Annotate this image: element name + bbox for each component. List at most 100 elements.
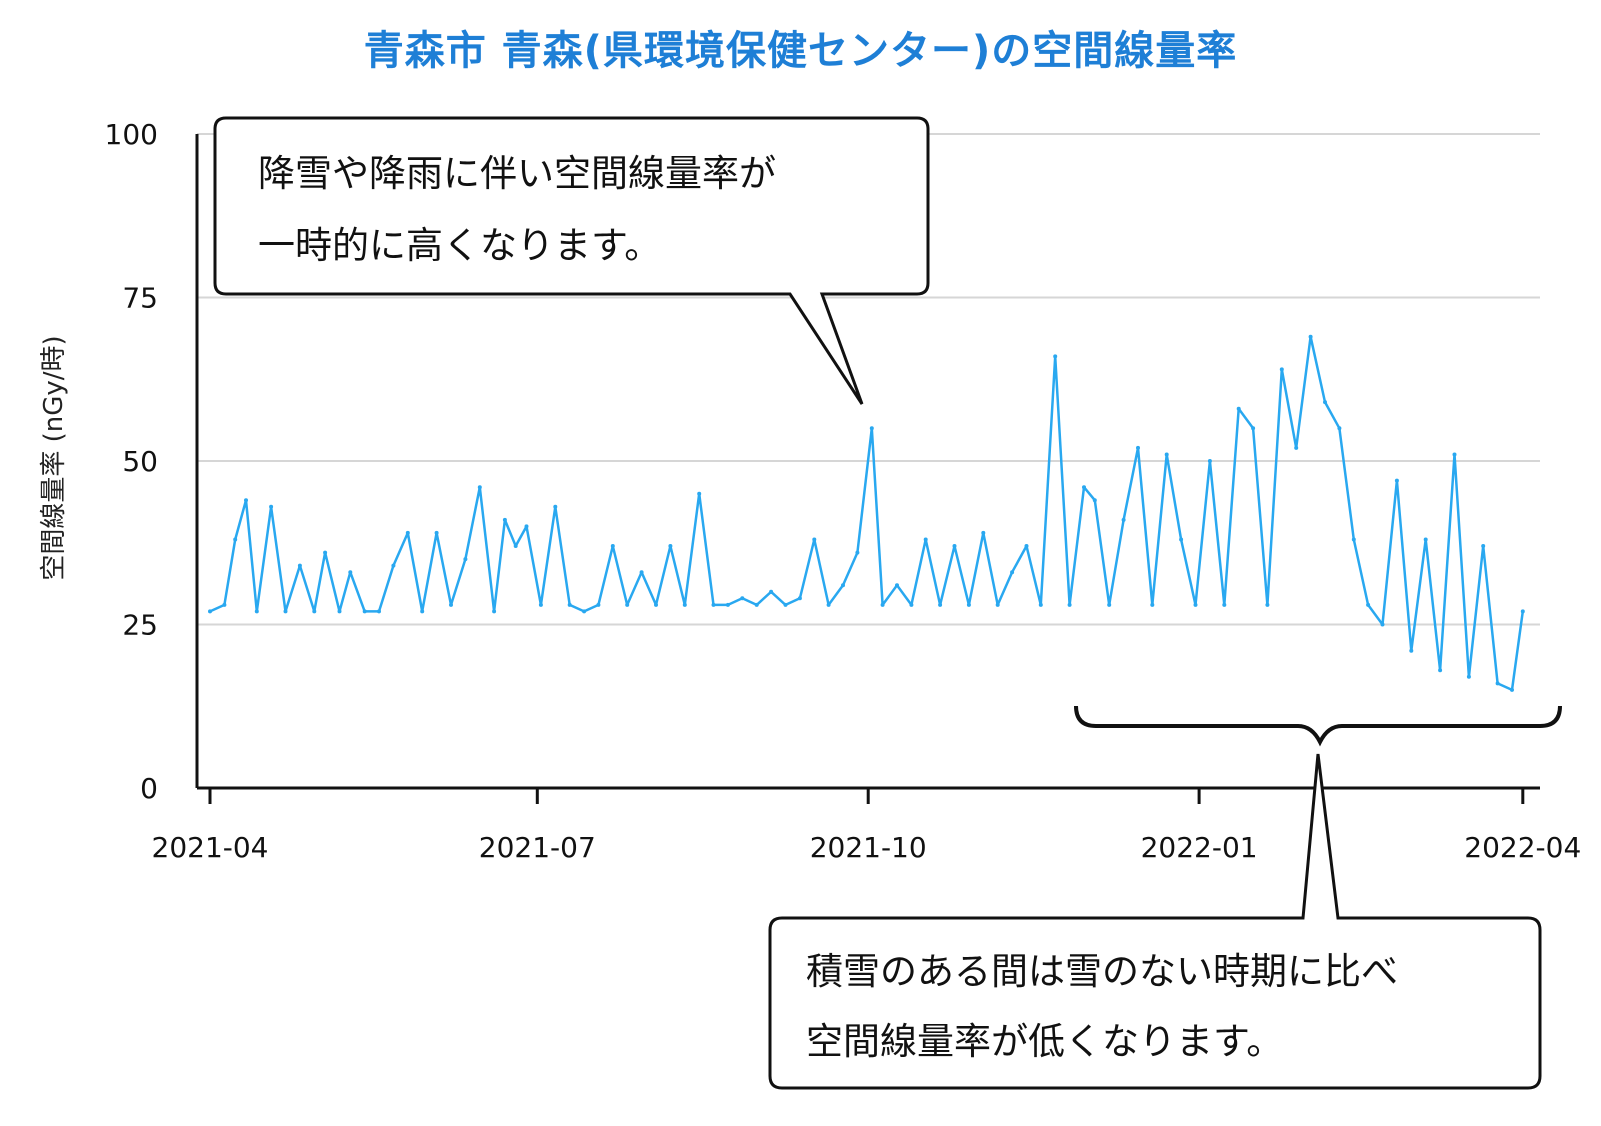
data-point	[625, 602, 630, 607]
data-point	[610, 544, 615, 548]
data-point	[323, 550, 328, 555]
data-point	[938, 602, 943, 607]
data-point	[1366, 602, 1371, 607]
snow-period-brace	[1074, 705, 1562, 747]
callout-rain-line2: 一時的に高くなります。	[258, 224, 661, 267]
callout-rain-line1: 降雪や降雨に伴い空間線量率が	[258, 152, 776, 195]
data-point	[783, 602, 788, 607]
y-tick-label: 25	[122, 609, 158, 642]
data-point	[1452, 452, 1457, 457]
data-point	[312, 609, 317, 614]
data-point	[966, 602, 971, 607]
data-point	[1024, 544, 1029, 548]
data-point	[524, 524, 529, 529]
data-point	[869, 426, 874, 431]
callout-rain: 降雪や降雨に伴い空間線量率が 一時的に高くなります。	[213, 116, 930, 405]
data-point	[233, 537, 238, 542]
data-point	[725, 602, 730, 607]
data-point	[697, 491, 702, 496]
data-point	[826, 602, 831, 607]
data-point	[1279, 367, 1284, 372]
data-point	[405, 530, 410, 535]
data-point	[909, 602, 914, 607]
data-point	[812, 537, 817, 542]
data-point	[769, 589, 774, 594]
data-point	[1251, 426, 1256, 431]
data-point	[1423, 537, 1428, 542]
data-point	[754, 602, 759, 607]
data-point	[1351, 537, 1356, 542]
data-point	[1150, 602, 1155, 607]
data-point	[1265, 602, 1270, 607]
data-point	[1380, 622, 1385, 627]
callout-rain-bubble	[213, 116, 930, 405]
data-point	[1121, 517, 1126, 522]
data-point	[1207, 459, 1212, 463]
data-point	[1481, 544, 1486, 548]
data-point	[1067, 602, 1072, 607]
data-point	[1520, 609, 1525, 614]
x-tick-label: 2022-04	[1464, 831, 1581, 864]
data-point	[1394, 478, 1399, 483]
series-layer	[208, 334, 1525, 692]
y-tick-label: 50	[122, 445, 158, 478]
data-point	[1438, 668, 1443, 673]
data-point	[1495, 681, 1500, 686]
data-point	[1409, 648, 1414, 653]
data-point	[492, 609, 497, 614]
x-tick-label: 2021-04	[152, 831, 269, 864]
series-line	[209, 335, 1525, 692]
callout-snow-bubble	[768, 753, 1542, 1090]
x-tick-label: 2022-01	[1141, 831, 1258, 864]
data-point	[995, 602, 1000, 607]
data-point	[923, 537, 928, 542]
data-point	[895, 583, 899, 588]
data-point	[682, 602, 687, 607]
data-point	[477, 485, 482, 490]
data-point	[254, 609, 259, 614]
data-point	[1010, 570, 1015, 575]
data-point	[582, 609, 587, 614]
data-point	[1308, 334, 1313, 339]
data-point	[502, 517, 507, 522]
data-point	[283, 609, 288, 614]
data-point	[740, 596, 745, 601]
callout-snow-line1: 積雪のある間は雪のない時期に比べ	[806, 950, 1398, 993]
data-point	[420, 609, 425, 614]
data-point	[1323, 400, 1327, 405]
data-point	[297, 563, 302, 568]
data-point	[711, 602, 716, 607]
y-axis-label: 空間線量率 (nGy/時)	[39, 335, 69, 580]
data-point	[1136, 445, 1140, 450]
data-point	[1337, 426, 1342, 431]
y-tick-label: 100	[105, 118, 158, 151]
data-point	[449, 602, 453, 607]
y-tick-label: 75	[122, 282, 158, 315]
x-tick-label: 2021-07	[479, 831, 596, 864]
data-point	[841, 583, 845, 588]
data-point	[1038, 602, 1043, 607]
chart-title: 青森市 青森(県環境保健センター)の空間線量率	[363, 28, 1238, 74]
data-point	[596, 602, 601, 607]
data-point	[1053, 354, 1058, 359]
data-point	[639, 570, 644, 575]
data-point	[269, 504, 274, 509]
data-point	[1236, 406, 1241, 411]
tick-labels: 0 25 50 75 100 2021-04 2021-07 2021-10 2022-01 20…	[105, 118, 1582, 864]
data-point	[855, 550, 860, 555]
data-point	[553, 504, 558, 509]
callout-snow: 積雪のある間は雪のない時期に比べ 空間線量率が低くなります。	[768, 753, 1542, 1090]
data-point	[538, 602, 543, 607]
data-point	[1510, 687, 1514, 692]
x-tick-label: 2021-10	[810, 831, 927, 864]
data-point	[797, 596, 802, 601]
data-point	[1193, 602, 1198, 607]
data-point	[513, 544, 518, 548]
data-point	[1466, 674, 1471, 679]
data-point	[952, 544, 957, 548]
data-point	[244, 498, 248, 503]
data-point	[1082, 485, 1086, 490]
data-point	[1107, 602, 1112, 607]
callout-snow-line2: 空間線量率が低くなります。	[806, 1020, 1283, 1063]
